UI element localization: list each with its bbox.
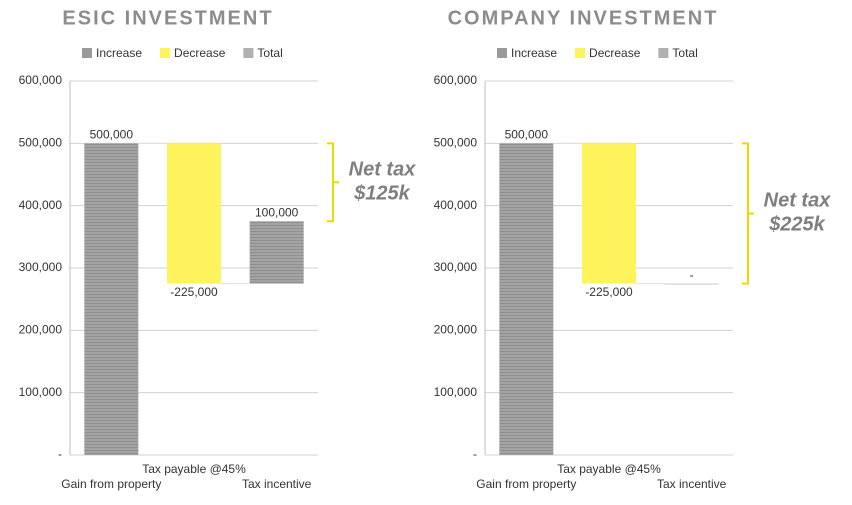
value-label: 500,000 [90,128,134,142]
legend-swatch [658,48,669,58]
value-label: -225,000 [585,285,633,299]
legend-swatch [243,48,254,58]
y-tick-label: 100,000 [19,385,63,399]
legend-label: Increase [511,46,557,60]
y-tick-label: 300,000 [434,260,478,274]
y-tick-label: 500,000 [19,136,63,150]
x-tick-label: Tax payable @45% [557,462,661,476]
y-tick-label: 400,000 [434,198,478,212]
annotation: $225k [768,214,825,236]
legend-swatch [160,48,171,58]
bar [167,143,221,284]
chart-title: ESIC INVESTMENT [62,7,273,29]
value-label: -225,000 [170,285,218,299]
bracket [327,142,339,223]
bar [664,283,719,285]
y-tick-label: 400,000 [19,198,63,212]
chart-title: COMPANY INVESTMENT [448,7,719,29]
legend-label: Decrease [589,46,641,60]
y-tick-label: 200,000 [434,323,478,337]
annotation: Net tax [764,190,832,212]
bar [84,143,139,456]
x-tick-label: Gain from property [476,477,576,491]
x-tick-label: Tax payable @45% [142,462,246,476]
x-tick-label: Tax incentive [657,477,727,491]
value-label: - [690,268,694,282]
legend-label: Total [257,46,282,60]
bracket [742,142,754,285]
y-tick-label: - [473,447,477,461]
legend-swatch [497,48,507,58]
legend-label: Increase [96,46,142,60]
annotation: Net tax [349,159,417,181]
legend-label: Total [672,46,697,60]
legend-swatch [575,48,586,58]
value-label: 100,000 [255,205,299,219]
y-tick-label: 100,000 [434,385,478,399]
bar [249,221,304,284]
y-tick-label: 300,000 [19,260,63,274]
y-tick-label: 500,000 [434,136,478,150]
y-tick-label: 600,000 [434,73,478,87]
bar [499,143,554,456]
value-label: 500,000 [505,128,549,142]
y-tick-label: 200,000 [19,323,63,337]
x-tick-label: Gain from property [61,477,161,491]
bar [582,143,636,284]
y-tick-label: 600,000 [19,73,63,87]
x-tick-label: Tax incentive [242,477,312,491]
annotation: $125k [353,183,410,205]
legend-swatch [82,48,92,58]
y-tick-label: - [58,447,62,461]
legend-label: Decrease [174,46,226,60]
